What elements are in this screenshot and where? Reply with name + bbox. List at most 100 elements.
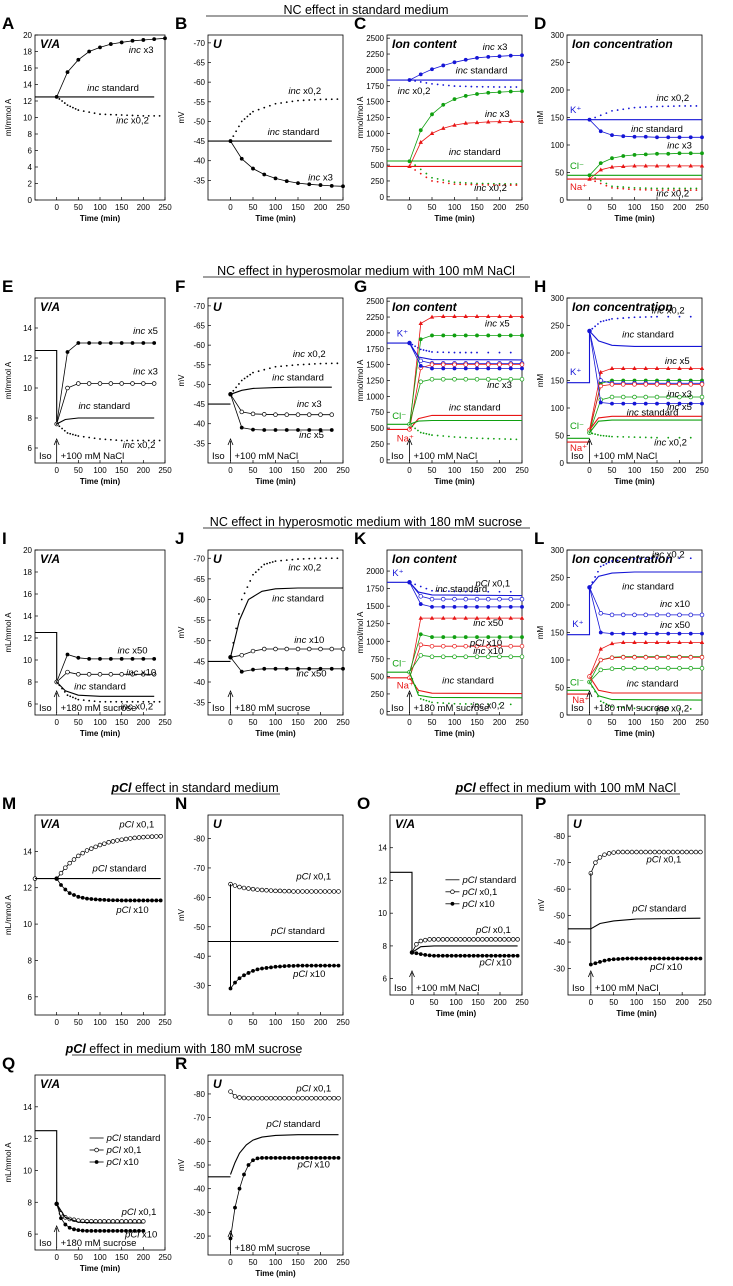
data-point [621,154,626,158]
curve-label: inc standard [74,682,126,693]
y-tick-label: -80 [553,832,565,841]
y-tick-label: 18 [23,568,32,577]
series-dot [302,99,305,102]
series-dot [297,99,299,102]
data-point [76,853,81,859]
series-line [56,654,155,683]
data-point [463,362,469,367]
series-dot [470,590,473,593]
data-point [665,654,671,660]
data-point [108,341,113,345]
series-dot [667,436,670,439]
section-title-1: NC effect in standard medium [283,3,448,17]
legend-entry: pCl x0,1 [461,887,497,898]
y-axis-label: mV [537,898,546,911]
series-dot [238,613,240,615]
series-dot [611,318,613,320]
curve-label: inc standard [622,330,674,341]
series [589,419,702,434]
series-dot [515,438,518,441]
y-tick-label: 16 [23,590,32,599]
data-point [484,953,489,958]
data-point [621,366,626,370]
series-dot [72,106,74,109]
data-point [666,163,671,168]
data-point [296,666,300,671]
series-dot [263,563,266,566]
data-point [508,366,513,371]
panel-label-P: P [535,794,546,813]
data-point [519,654,525,659]
data-point [643,401,648,406]
data-point [609,382,615,387]
series-dot [447,351,450,354]
series-dot [235,386,238,389]
series-dot [99,438,101,440]
data-point [241,885,247,891]
data-point [598,657,603,663]
series-dot [69,432,72,435]
curve-label: inc x3 [308,172,333,183]
data-point [474,362,480,367]
data-point [128,836,133,841]
data-point [688,401,693,406]
series-dot [115,700,118,703]
data-point [59,1216,63,1221]
series-dot [447,180,450,183]
x-tick-label: 0 [407,718,412,727]
y-tick-label: 200 [551,349,565,358]
data-point [111,1229,115,1233]
series-dot [639,188,642,191]
x-tick-label: 250 [698,998,712,1007]
data-point [314,963,318,968]
series-dot [447,84,450,87]
data-point [508,376,514,382]
series [35,631,58,682]
section-title-6: pCl effect in medium with 180 mM sucrose [65,1042,303,1056]
curve-label: pCl x10 [649,962,682,973]
series-line [411,945,518,953]
curve-label: inc x50 [117,645,147,656]
series-dot [249,373,252,376]
series-dot [633,187,636,189]
series-dot [319,362,322,365]
series [567,331,591,384]
series-dot [442,181,445,184]
series-dot [74,434,77,437]
data-point [506,953,511,958]
data-point [452,122,457,127]
data-point [454,953,458,958]
series-dot [285,364,288,367]
x-tick-label: 200 [493,718,507,727]
arrow-head [53,689,60,698]
x-tick-label: 50 [430,998,439,1007]
x-tick-label: 250 [158,1018,172,1027]
series-dot [77,109,80,111]
x-tick-label: 200 [493,203,507,212]
series-dot [425,82,428,84]
data-point [463,94,468,98]
series [228,1089,341,1101]
series-line [390,871,413,953]
data-point [508,333,513,338]
series-dot [153,439,156,442]
y-tick-label: 1250 [366,377,384,386]
curve-label: inc standard [622,582,674,593]
ion-label: K⁺ [570,367,581,378]
ion-label: Na⁺ [570,443,587,454]
y-tick-label: -30 [193,982,205,991]
data-point [67,891,72,896]
series-line [567,587,591,636]
x-axis-label: Time (min) [80,214,121,223]
data-point [268,1095,274,1101]
data-point [151,672,157,677]
series-dot [605,703,608,705]
y-tick-label: -55 [193,616,205,625]
data-point [106,840,111,845]
data-point [251,968,255,973]
data-point [693,849,699,855]
data-point [259,1095,265,1101]
series-dot [243,118,246,120]
data-point [515,953,520,958]
panel-title: V/A [40,37,60,51]
